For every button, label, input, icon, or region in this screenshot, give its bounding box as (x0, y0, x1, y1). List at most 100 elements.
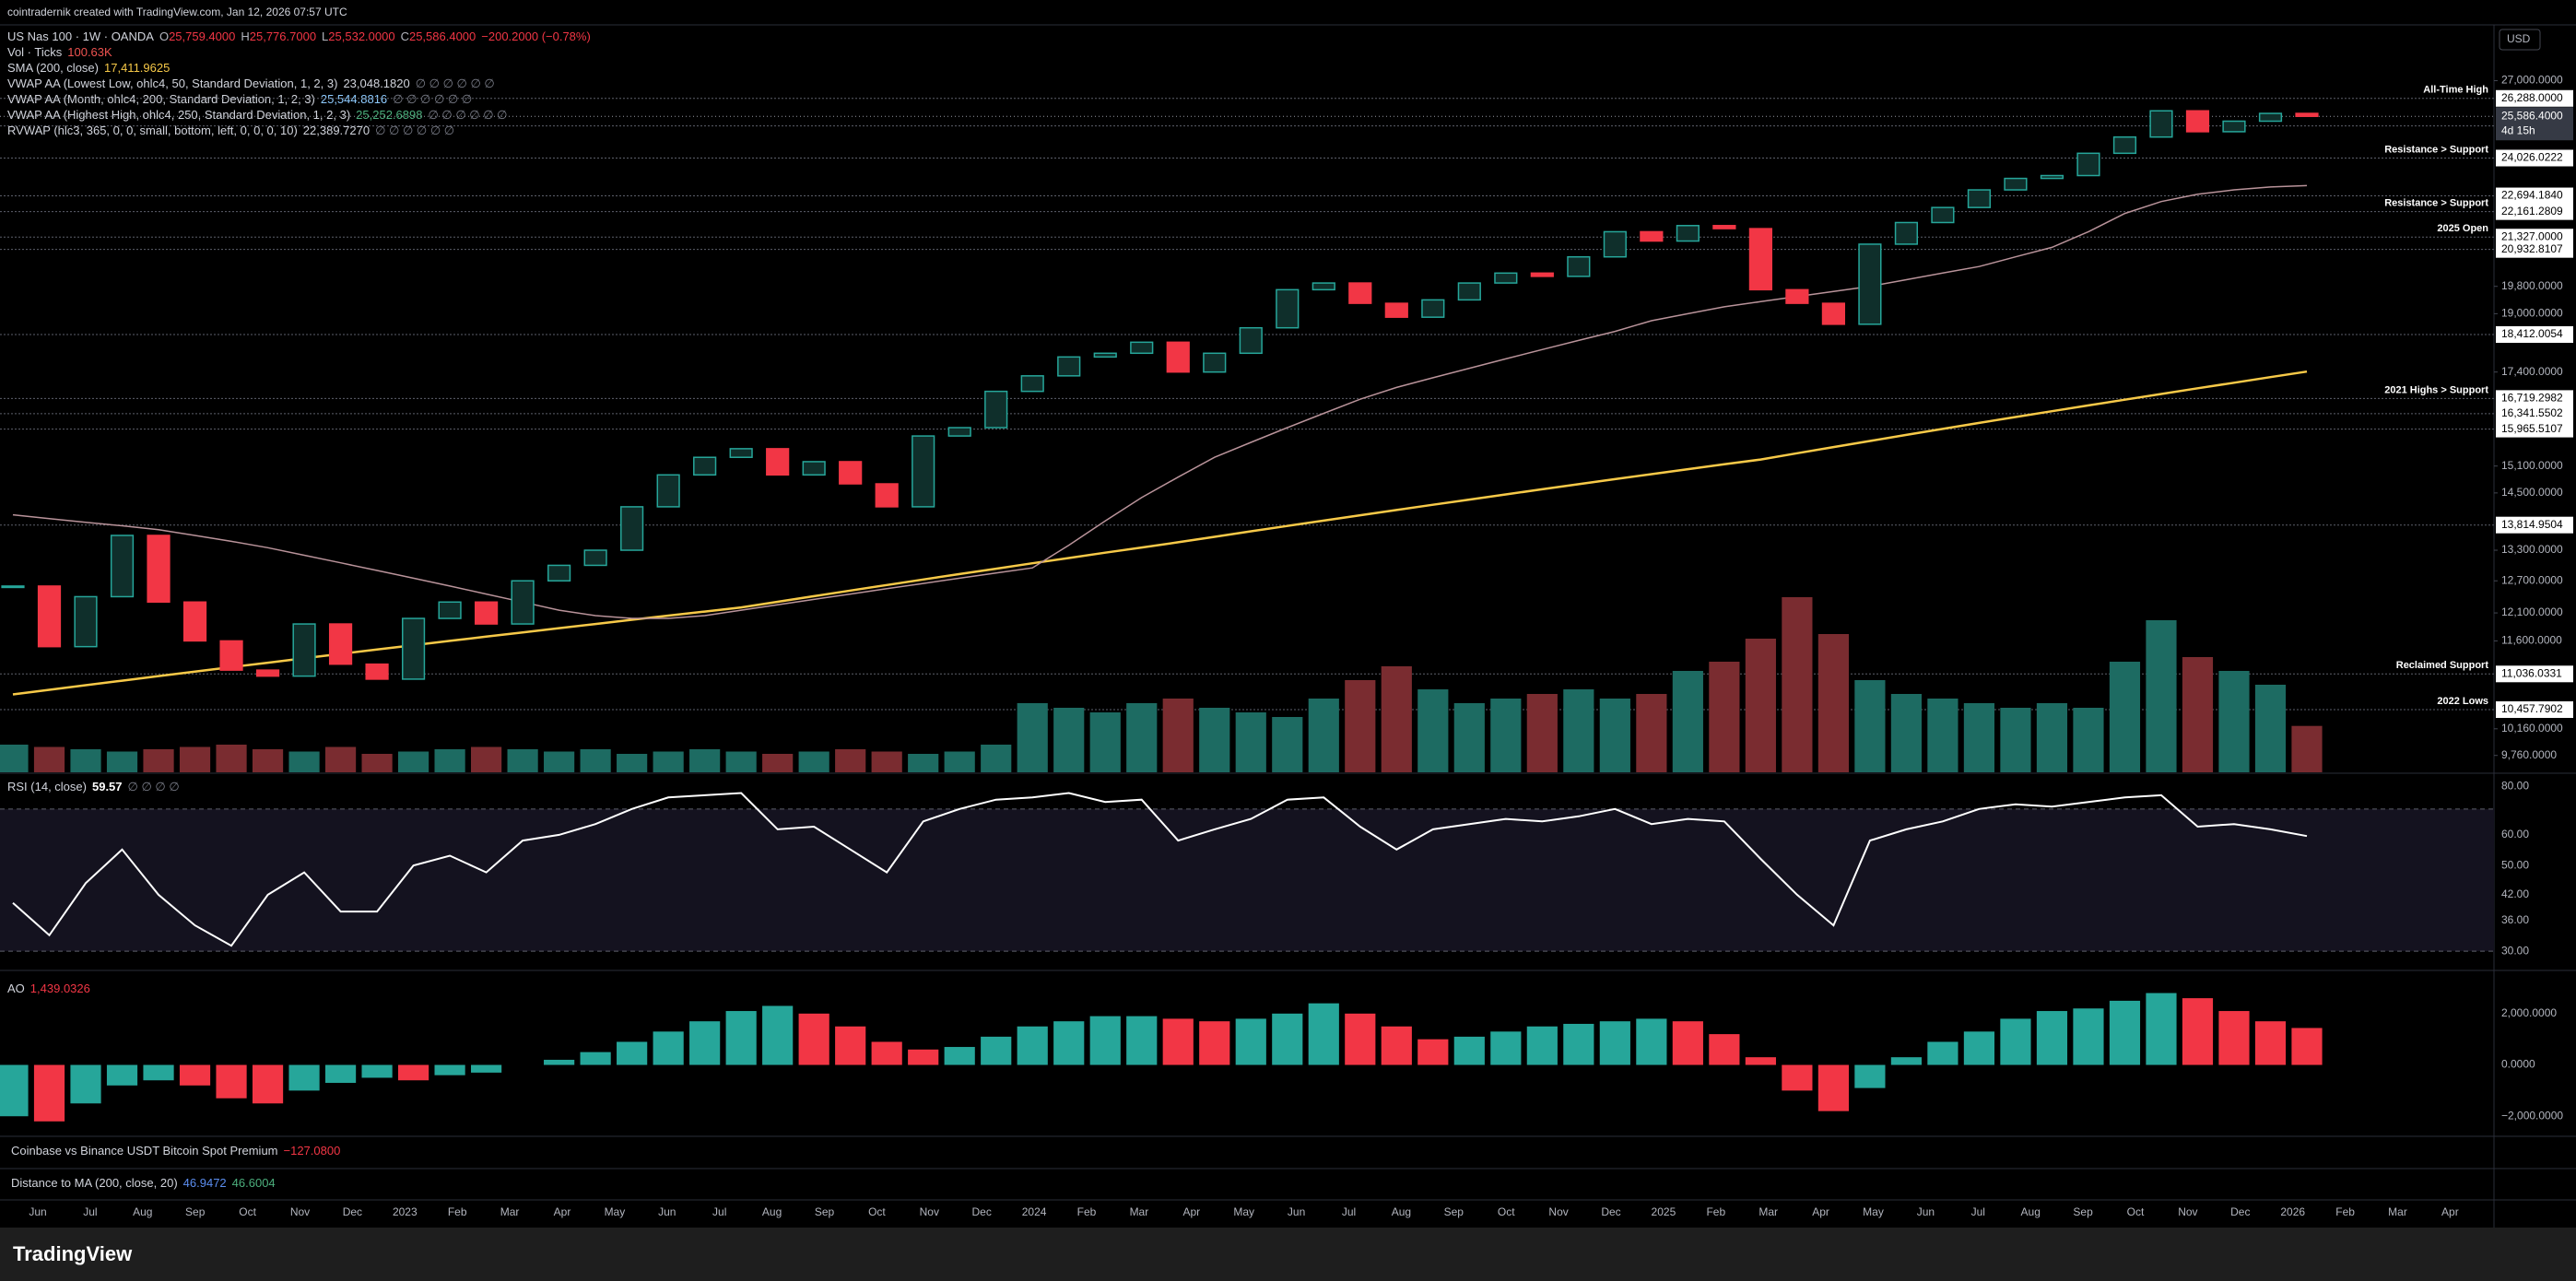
x-tick-label: Oct (868, 1205, 886, 1218)
candle-body (620, 506, 644, 551)
candle-body (693, 456, 717, 476)
volume-bar (1526, 694, 1558, 772)
volume-bar (544, 751, 575, 772)
candle-body (2112, 135, 2137, 155)
currency-box (2499, 29, 2541, 51)
candle-body (147, 535, 171, 604)
currency: USD (2507, 32, 2531, 45)
x-tick-label: Jun (1288, 1205, 1305, 1218)
ao-bar (617, 1041, 648, 1065)
ao-bar (1345, 1013, 1376, 1065)
pane-legend: Distance to MA (200, close, 20) 46.9472 46… (11, 1176, 276, 1190)
candle-body (1348, 282, 1372, 304)
volume-bar (1199, 708, 1230, 772)
ao-bar (2109, 1000, 2141, 1065)
x-tick-label: Aug (1392, 1205, 1411, 1218)
volume-bar (689, 749, 721, 772)
level-box (2496, 149, 2573, 167)
level-label: 10,457.7902 (2501, 702, 2563, 715)
candle-body (2185, 110, 2210, 133)
candle-body (255, 669, 280, 677)
candle-body (1748, 228, 1772, 291)
ao-bar (106, 1064, 138, 1086)
level-label: 26,288.0000 (2501, 91, 2563, 104)
level-label: 21,327.0000 (2501, 229, 2563, 242)
ao-bar (1417, 1039, 1449, 1065)
volume-bar (1345, 680, 1376, 772)
candle-body (1858, 243, 1882, 325)
last-price-box (2496, 107, 2573, 141)
ao-bar (725, 1011, 757, 1065)
volume-bar (1089, 712, 1121, 772)
pane-extra: ∅ ∅ ∅ ∅ (128, 780, 180, 793)
indicator-value: 100.63K (67, 45, 112, 59)
volume-bar (1162, 699, 1194, 772)
candle-body (1821, 302, 1845, 325)
volume-bar (944, 751, 975, 772)
ao-bar (1017, 1026, 1048, 1065)
level-note: All-Time High (2423, 85, 2488, 96)
candle-body (656, 474, 680, 508)
volume-bar (33, 746, 65, 772)
candle-body (1166, 341, 1190, 373)
volume-bar (1782, 597, 1813, 772)
ao-bar (1235, 1018, 1266, 1065)
volume-bar (981, 745, 1012, 772)
candle-body (912, 435, 935, 508)
volume-bar (2254, 685, 2287, 772)
candle-body (401, 617, 426, 680)
x-tick-label: Nov (1548, 1205, 1568, 1218)
header-text: cointradernik created with TradingView.c… (7, 6, 347, 18)
y-tick-label: 36.00 (2501, 913, 2529, 926)
volume-bar (762, 754, 794, 772)
candle-body (583, 549, 607, 567)
ao-bar (288, 1064, 320, 1091)
ohlc-value: 25,586.4000 (409, 29, 476, 43)
indicator-value: 17,411.9625 (104, 61, 170, 75)
volume-bar (2036, 703, 2068, 772)
volume-bar (2218, 671, 2250, 772)
ao-bar (1526, 1026, 1558, 1065)
candle-body (2040, 174, 2064, 180)
level-label: 16,341.5502 (2501, 406, 2563, 419)
pane-title: Distance to MA (200, close, 20) (11, 1176, 178, 1190)
ao-bar (2182, 998, 2214, 1065)
y-tick-label: 10,160.0000 (2501, 722, 2563, 735)
level-box (2496, 665, 2573, 683)
ao-bar (1453, 1036, 1485, 1065)
x-tick-label: Sep (2073, 1205, 2093, 1218)
pane-value: 59.57 (92, 780, 123, 793)
legend-row: Vol · Ticks 100.63K (7, 45, 112, 59)
x-tick-label: Mar (1130, 1205, 1149, 1218)
volume-bar (1563, 689, 1594, 772)
x-tick-label: Feb (448, 1205, 467, 1218)
ao-bar (1745, 1057, 1776, 1065)
volume-bar (1927, 699, 1958, 772)
volume-bar (252, 749, 284, 772)
candle-body (1239, 326, 1263, 355)
legend-row: SMA (200, close) 17,411.9625 (7, 61, 170, 75)
y-tick-label: 13,300.0000 (2501, 543, 2563, 556)
x-tick-label: Mar (500, 1205, 520, 1218)
indicator-name: Vol · Ticks (7, 45, 63, 59)
volume-bar (617, 754, 648, 772)
candle-body (110, 535, 135, 598)
ohlc-value: 25,532.0000 (328, 29, 394, 43)
candle-body (1276, 288, 1300, 329)
y-tick-label: 27,000.0000 (2501, 74, 2563, 87)
indicator-name: SMA (200, close) (7, 61, 99, 75)
rsi-line (12, 792, 2308, 947)
volume-bar (1890, 694, 1923, 772)
volume-bar (2000, 708, 2031, 772)
x-tick-label: Mar (1759, 1205, 1778, 1218)
level-note: 2021 Highs > Support (2384, 384, 2488, 395)
symbol: US Nas 100 · 1W · OANDA (7, 29, 154, 43)
candle-body (875, 483, 899, 508)
indicator-value: 23,048.1820 (343, 76, 409, 90)
ao-bar (1272, 1013, 1303, 1065)
x-tick-label: 2023 (393, 1205, 418, 1218)
candle-body (839, 461, 863, 485)
x-tick-label: Oct (239, 1205, 256, 1218)
pane-value: 1,439.0326 (30, 981, 90, 995)
indicator-name: RVWAP (hlc3, 365, 0, 0, small, bottom, l… (7, 123, 298, 137)
